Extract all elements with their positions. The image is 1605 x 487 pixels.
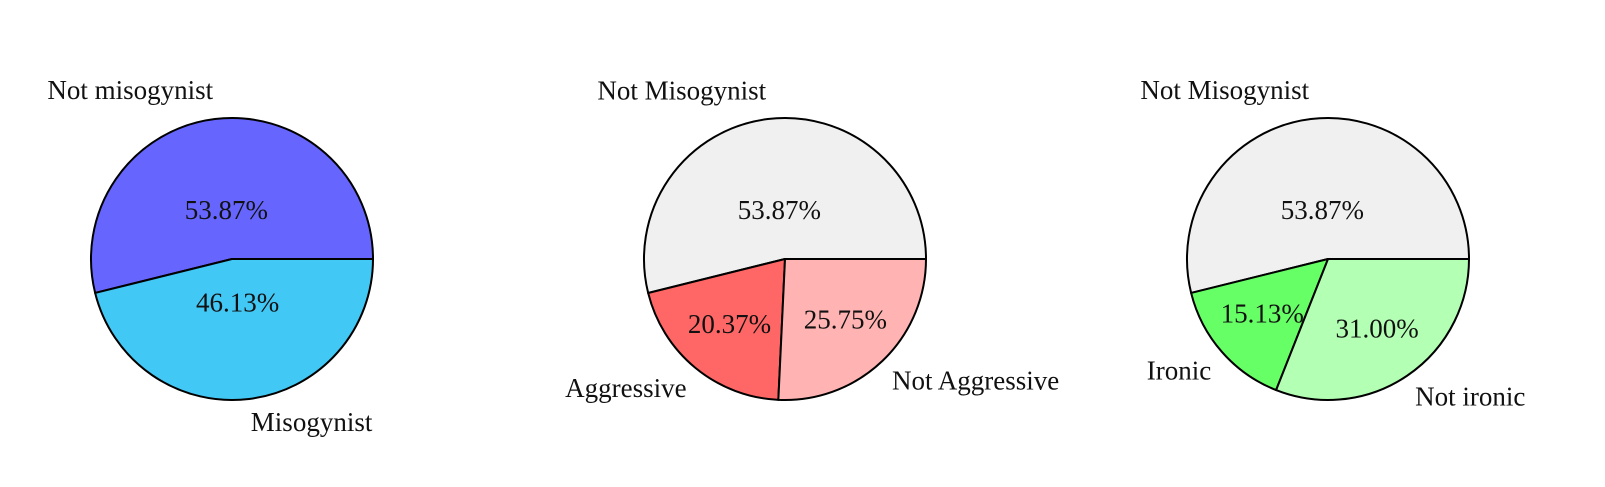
pie-slice [647, 258, 786, 401]
slice-label: Not misogynist [47, 75, 213, 105]
value-label: 46.13% [196, 287, 279, 317]
slice-label: Ironic [1147, 355, 1211, 385]
value-label: 53.87% [185, 195, 268, 225]
value-label: 53.87% [1281, 195, 1364, 225]
slice-label: Not Misogynist [597, 75, 766, 105]
pie-slice [1186, 117, 1470, 294]
pie-slice [94, 258, 374, 401]
value-label: 20.37% [688, 309, 771, 339]
slice-label: Not Misogynist [1140, 75, 1309, 105]
pie-slice [1190, 258, 1329, 392]
slice-label: Aggressive [565, 373, 686, 403]
pie-slice [777, 258, 927, 401]
pie-slice [1275, 258, 1470, 401]
pie-slice [643, 117, 927, 294]
value-label: 53.87% [738, 195, 821, 225]
value-label: 31.00% [1336, 314, 1419, 344]
pie-slice [90, 117, 374, 294]
slice-label: Misogynist [251, 407, 373, 437]
slice-label: Not ironic [1415, 381, 1525, 411]
value-label: 15.13% [1221, 299, 1304, 329]
slice-label: Not Aggressive [892, 365, 1059, 395]
value-label: 25.75% [804, 304, 887, 334]
